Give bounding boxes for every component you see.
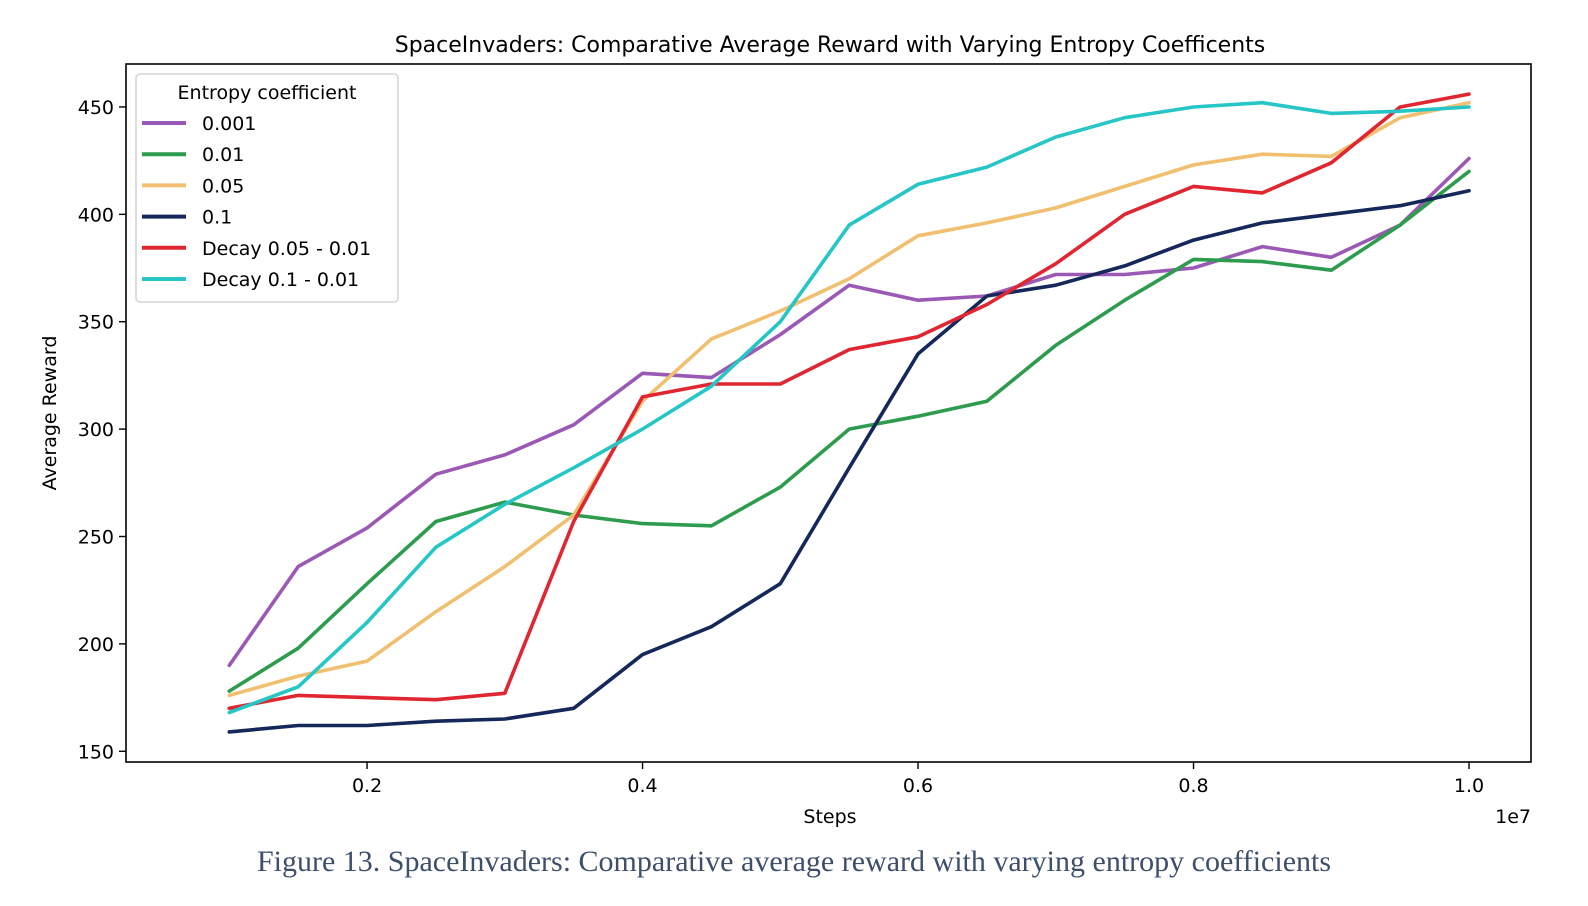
- legend-entry-label: 0.1: [202, 207, 232, 229]
- series-line-2: [227, 100, 1471, 698]
- series-line-3: [227, 188, 1471, 734]
- series-line-5: [227, 100, 1471, 715]
- chart-title: SpaceInvaders: Comparative Average Rewar…: [395, 33, 1265, 58]
- x-tick-label: 0.8: [1178, 775, 1208, 797]
- x-axis-ticks: 0.2 0.4 0.6 0.8 1.0: [352, 762, 1484, 797]
- y-axis-ticks: 150 200 250 300 350 400 450: [78, 97, 126, 763]
- y-tick-label: 350: [78, 312, 114, 334]
- series-line-4: [227, 92, 1471, 711]
- x-tick-label: 0.2: [352, 775, 382, 797]
- y-tick-label: 150: [78, 741, 114, 763]
- legend-entry-label: 0.01: [202, 144, 244, 166]
- legend-entry-label: Decay 0.05 - 0.01: [202, 238, 371, 260]
- series-layer: [227, 92, 1471, 734]
- legend-entry-label: 0.05: [202, 175, 244, 197]
- x-axis-multiplier: 1e7: [1495, 806, 1531, 828]
- y-tick-label: 450: [78, 97, 114, 119]
- x-tick-label: 1.0: [1454, 775, 1484, 797]
- legend-box: [135, 73, 399, 303]
- y-tick-label: 300: [78, 419, 114, 441]
- figure-caption: Figure 13. SpaceInvaders: Comparative av…: [256, 845, 1332, 878]
- series-line-0: [227, 156, 1471, 668]
- x-tick-label: 0.6: [903, 775, 933, 797]
- legend-title: Entropy coefficient: [178, 82, 357, 104]
- x-tick-label: 0.4: [627, 775, 657, 797]
- y-axis-label: Average Reward: [39, 336, 61, 491]
- y-tick-label: 250: [78, 526, 114, 548]
- legend-entry-label: Decay 0.1 - 0.01: [202, 269, 359, 291]
- series-line-1: [227, 169, 1471, 693]
- plot-area: [125, 63, 1532, 763]
- x-axis-label: Steps: [803, 806, 856, 828]
- y-tick-label: 200: [78, 634, 114, 656]
- legend: Entropy coefficient 0.001 0.01 0.05 0.1 Deca…: [135, 73, 399, 303]
- legend-entry-label: 0.001: [202, 113, 256, 135]
- y-tick-label: 400: [78, 204, 114, 226]
